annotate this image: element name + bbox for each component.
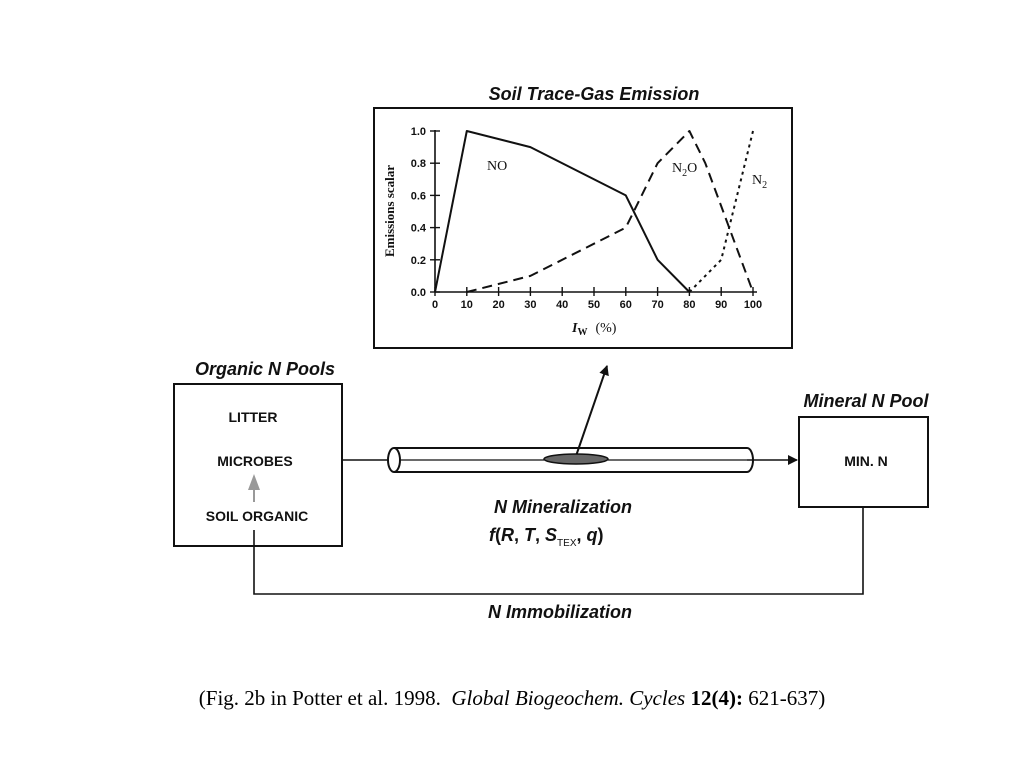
mineral-pool-label: MIN. N bbox=[844, 453, 888, 469]
caption-citation: (Fig. 2b in Potter et al. 1998. bbox=[198, 686, 441, 710]
immobilization-title: N Immobilization bbox=[488, 602, 632, 622]
series-label-n2: N2 bbox=[752, 173, 767, 191]
plot-area: 0.0 0.2 0.4 0.6 0.8 1.0 0 10 20 30 40 50 60 70 80 90 10… bbox=[411, 126, 762, 311]
y-tick-label: 1.0 bbox=[411, 126, 426, 138]
series-label-n2o: N2O bbox=[672, 161, 697, 179]
formula-f: f bbox=[489, 525, 497, 545]
formula-comma-2: , bbox=[535, 525, 545, 545]
formula-t: T bbox=[524, 525, 537, 545]
x-tick-label: 30 bbox=[524, 299, 536, 311]
figure-caption: (Fig. 2b in Potter et al. 1998. Global B… bbox=[0, 686, 1024, 711]
formula-tex-subscript: TEX bbox=[557, 538, 577, 549]
y-tick-label: 0.6 bbox=[411, 190, 426, 202]
series-label-no: NO bbox=[487, 159, 507, 174]
n2o-label-sub: 2 bbox=[682, 168, 687, 179]
x-tick-label: 80 bbox=[683, 299, 695, 311]
y-tick-label: 0.0 bbox=[411, 287, 426, 299]
pool-item-litter: LITTER bbox=[229, 409, 278, 425]
mineralization-tube bbox=[387, 447, 754, 473]
x-tick-label: 90 bbox=[715, 299, 727, 311]
y-tick-label: 0.8 bbox=[411, 158, 426, 170]
pool-item-soil-organic: SOIL ORGANIC bbox=[206, 508, 308, 524]
n2o-label-main: N bbox=[672, 161, 682, 176]
caption-pages: 621-637) bbox=[748, 686, 826, 710]
n2-label-main: N bbox=[752, 173, 762, 188]
mineral-pool-title: Mineral N Pool bbox=[803, 391, 929, 411]
n2o-label-tail: O bbox=[687, 161, 697, 176]
mineralization-formula: f(R, T, STEX, q) bbox=[489, 525, 604, 549]
y-axis-label: Emissions scalar bbox=[382, 165, 397, 257]
immobilization-loop bbox=[253, 507, 864, 595]
series-line-no bbox=[434, 130, 691, 293]
diagram: Soil Trace-Gas Emission 0.0 0.2 0.4 0.6 0.8 1… bbox=[173, 84, 930, 622]
formula-q: q bbox=[587, 525, 598, 545]
x-tick-label: 0 bbox=[432, 299, 438, 311]
pool-item-microbes: MICROBES bbox=[217, 453, 292, 469]
formula-r: R bbox=[501, 525, 514, 545]
soil-to-microbes-arrow-head bbox=[248, 474, 260, 490]
series-line-n2 bbox=[688, 130, 754, 293]
mineralization-title: N Mineralization bbox=[494, 497, 632, 517]
formula-s: S bbox=[545, 525, 557, 545]
formula-comma-1: , bbox=[514, 525, 524, 545]
y-tick-label: 0.4 bbox=[411, 223, 427, 235]
mineral-pool-box bbox=[798, 416, 929, 508]
x-tick-label: 50 bbox=[588, 299, 600, 311]
chart-panel-title: Soil Trace-Gas Emission bbox=[489, 84, 700, 104]
formula-open: ( bbox=[495, 525, 501, 545]
x-tick-label: 20 bbox=[492, 299, 504, 311]
x-axis-label-unit: (%) bbox=[595, 321, 616, 336]
x-tick-label: 70 bbox=[651, 299, 663, 311]
emission-arrow bbox=[575, 365, 609, 457]
n2-label-sub: 2 bbox=[762, 180, 767, 191]
mineralization-site-marker bbox=[543, 453, 609, 465]
x-axis-label: IW (%) bbox=[571, 321, 617, 338]
caption-volume: 12(4): bbox=[690, 686, 743, 710]
x-tick-label: 10 bbox=[461, 299, 473, 311]
formula-close: ) bbox=[598, 525, 604, 545]
x-axis-label-symbol: I bbox=[571, 321, 578, 336]
x-axis-label-subscript: W bbox=[577, 327, 587, 338]
x-tick-label: 40 bbox=[556, 299, 568, 311]
y-tick-label: 0.2 bbox=[411, 255, 426, 267]
organic-pools-title: Organic N Pools bbox=[195, 359, 335, 379]
series-line-n2o bbox=[466, 130, 754, 293]
formula-comma-3: , bbox=[577, 525, 587, 545]
organic-pools-box bbox=[173, 383, 343, 547]
chart-panel-frame bbox=[373, 107, 793, 349]
caption-journal: Global Biogeochem. Cycles bbox=[451, 686, 686, 710]
x-tick-label: 60 bbox=[620, 299, 632, 311]
x-tick-label: 100 bbox=[744, 299, 762, 311]
